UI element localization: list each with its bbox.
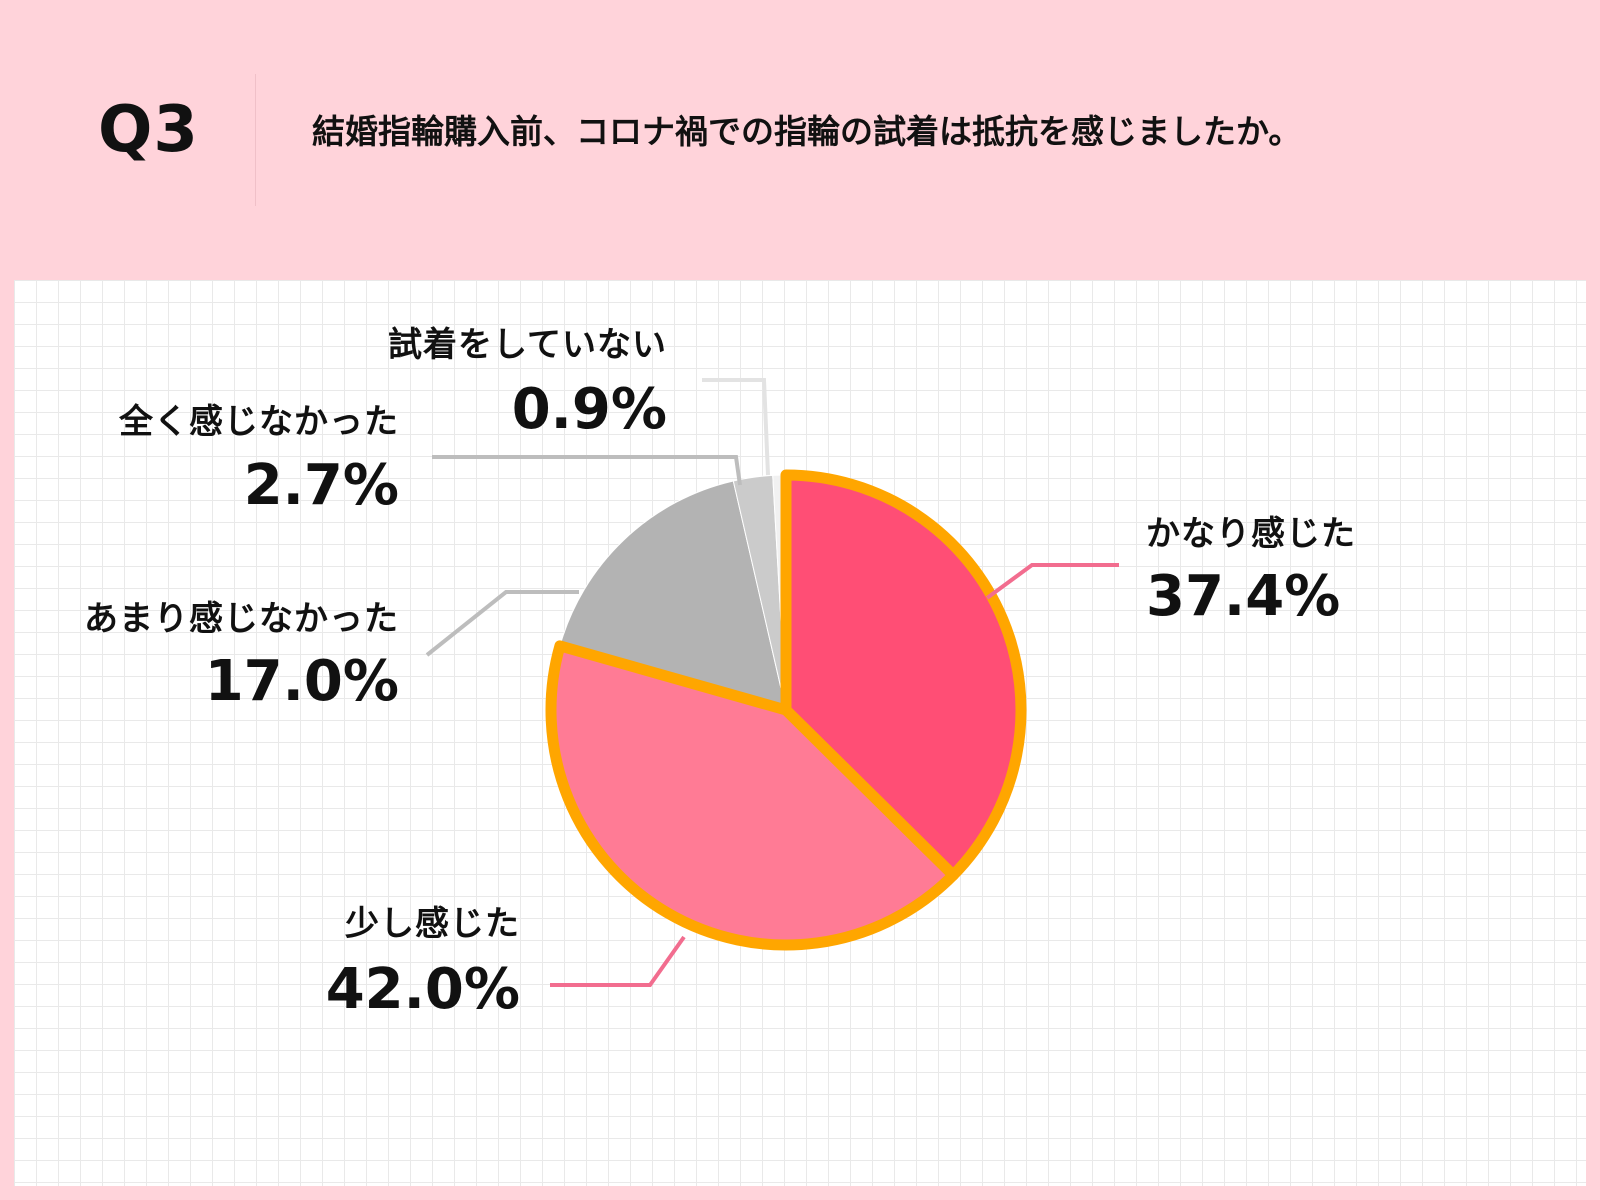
leader-lines xyxy=(425,378,1119,987)
pie-slices xyxy=(550,474,1021,945)
slice-label-kanari: かなり感じた xyxy=(1146,514,1356,554)
question-number: Q3 xyxy=(98,93,199,167)
slice-label-sukoshi: 少し感じた xyxy=(345,904,520,944)
header-divider xyxy=(255,74,256,206)
pie-slice-sukoshi xyxy=(550,645,954,945)
pie-slice-amari xyxy=(559,480,787,711)
question-text: 結婚指輪購入前、コロナ禍での指輪の試着は抵抗を感じましたか。 xyxy=(312,112,1302,151)
slice-label-mattaku: 全く感じなかった xyxy=(118,402,399,442)
slice-value-amari: 17.0% xyxy=(205,649,399,714)
slice-labels: かなり感じた 37.4% 少し感じた 42.0% あまり感じなかった 17.0% 全く感じな… xyxy=(84,325,1356,1022)
pie-outlines xyxy=(545,469,1027,951)
slice-value-sukoshi: 42.0% xyxy=(326,957,520,1022)
leader-line-amari xyxy=(425,590,579,657)
slice-label-amari: あまり感じなかった xyxy=(84,599,399,639)
leader-line-shichaku-nashi xyxy=(702,378,770,476)
leader-line-mattaku xyxy=(432,455,742,486)
pie-slice-kanari xyxy=(786,475,1021,876)
leader-line-sukoshi xyxy=(550,935,686,987)
chart-panel: かなり感じた 37.4% 少し感じた 42.0% あまり感じなかった 17.0% 全く感じな… xyxy=(14,280,1586,1186)
pie-slice-outline-kanari xyxy=(780,469,1027,881)
pie-slice-outline-sukoshi xyxy=(545,640,959,951)
slice-value-shichaku-nashi: 0.9% xyxy=(512,377,667,442)
slice-value-kanari: 37.4% xyxy=(1146,564,1340,629)
slice-value-mattaku: 2.7% xyxy=(244,453,399,518)
leader-line-kanari xyxy=(985,563,1119,600)
pie-chart: かなり感じた 37.4% 少し感じた 42.0% あまり感じなかった 17.0% 全く感じな… xyxy=(84,325,1356,1022)
slice-label-shichaku-nashi: 試着をしていない xyxy=(388,325,667,365)
